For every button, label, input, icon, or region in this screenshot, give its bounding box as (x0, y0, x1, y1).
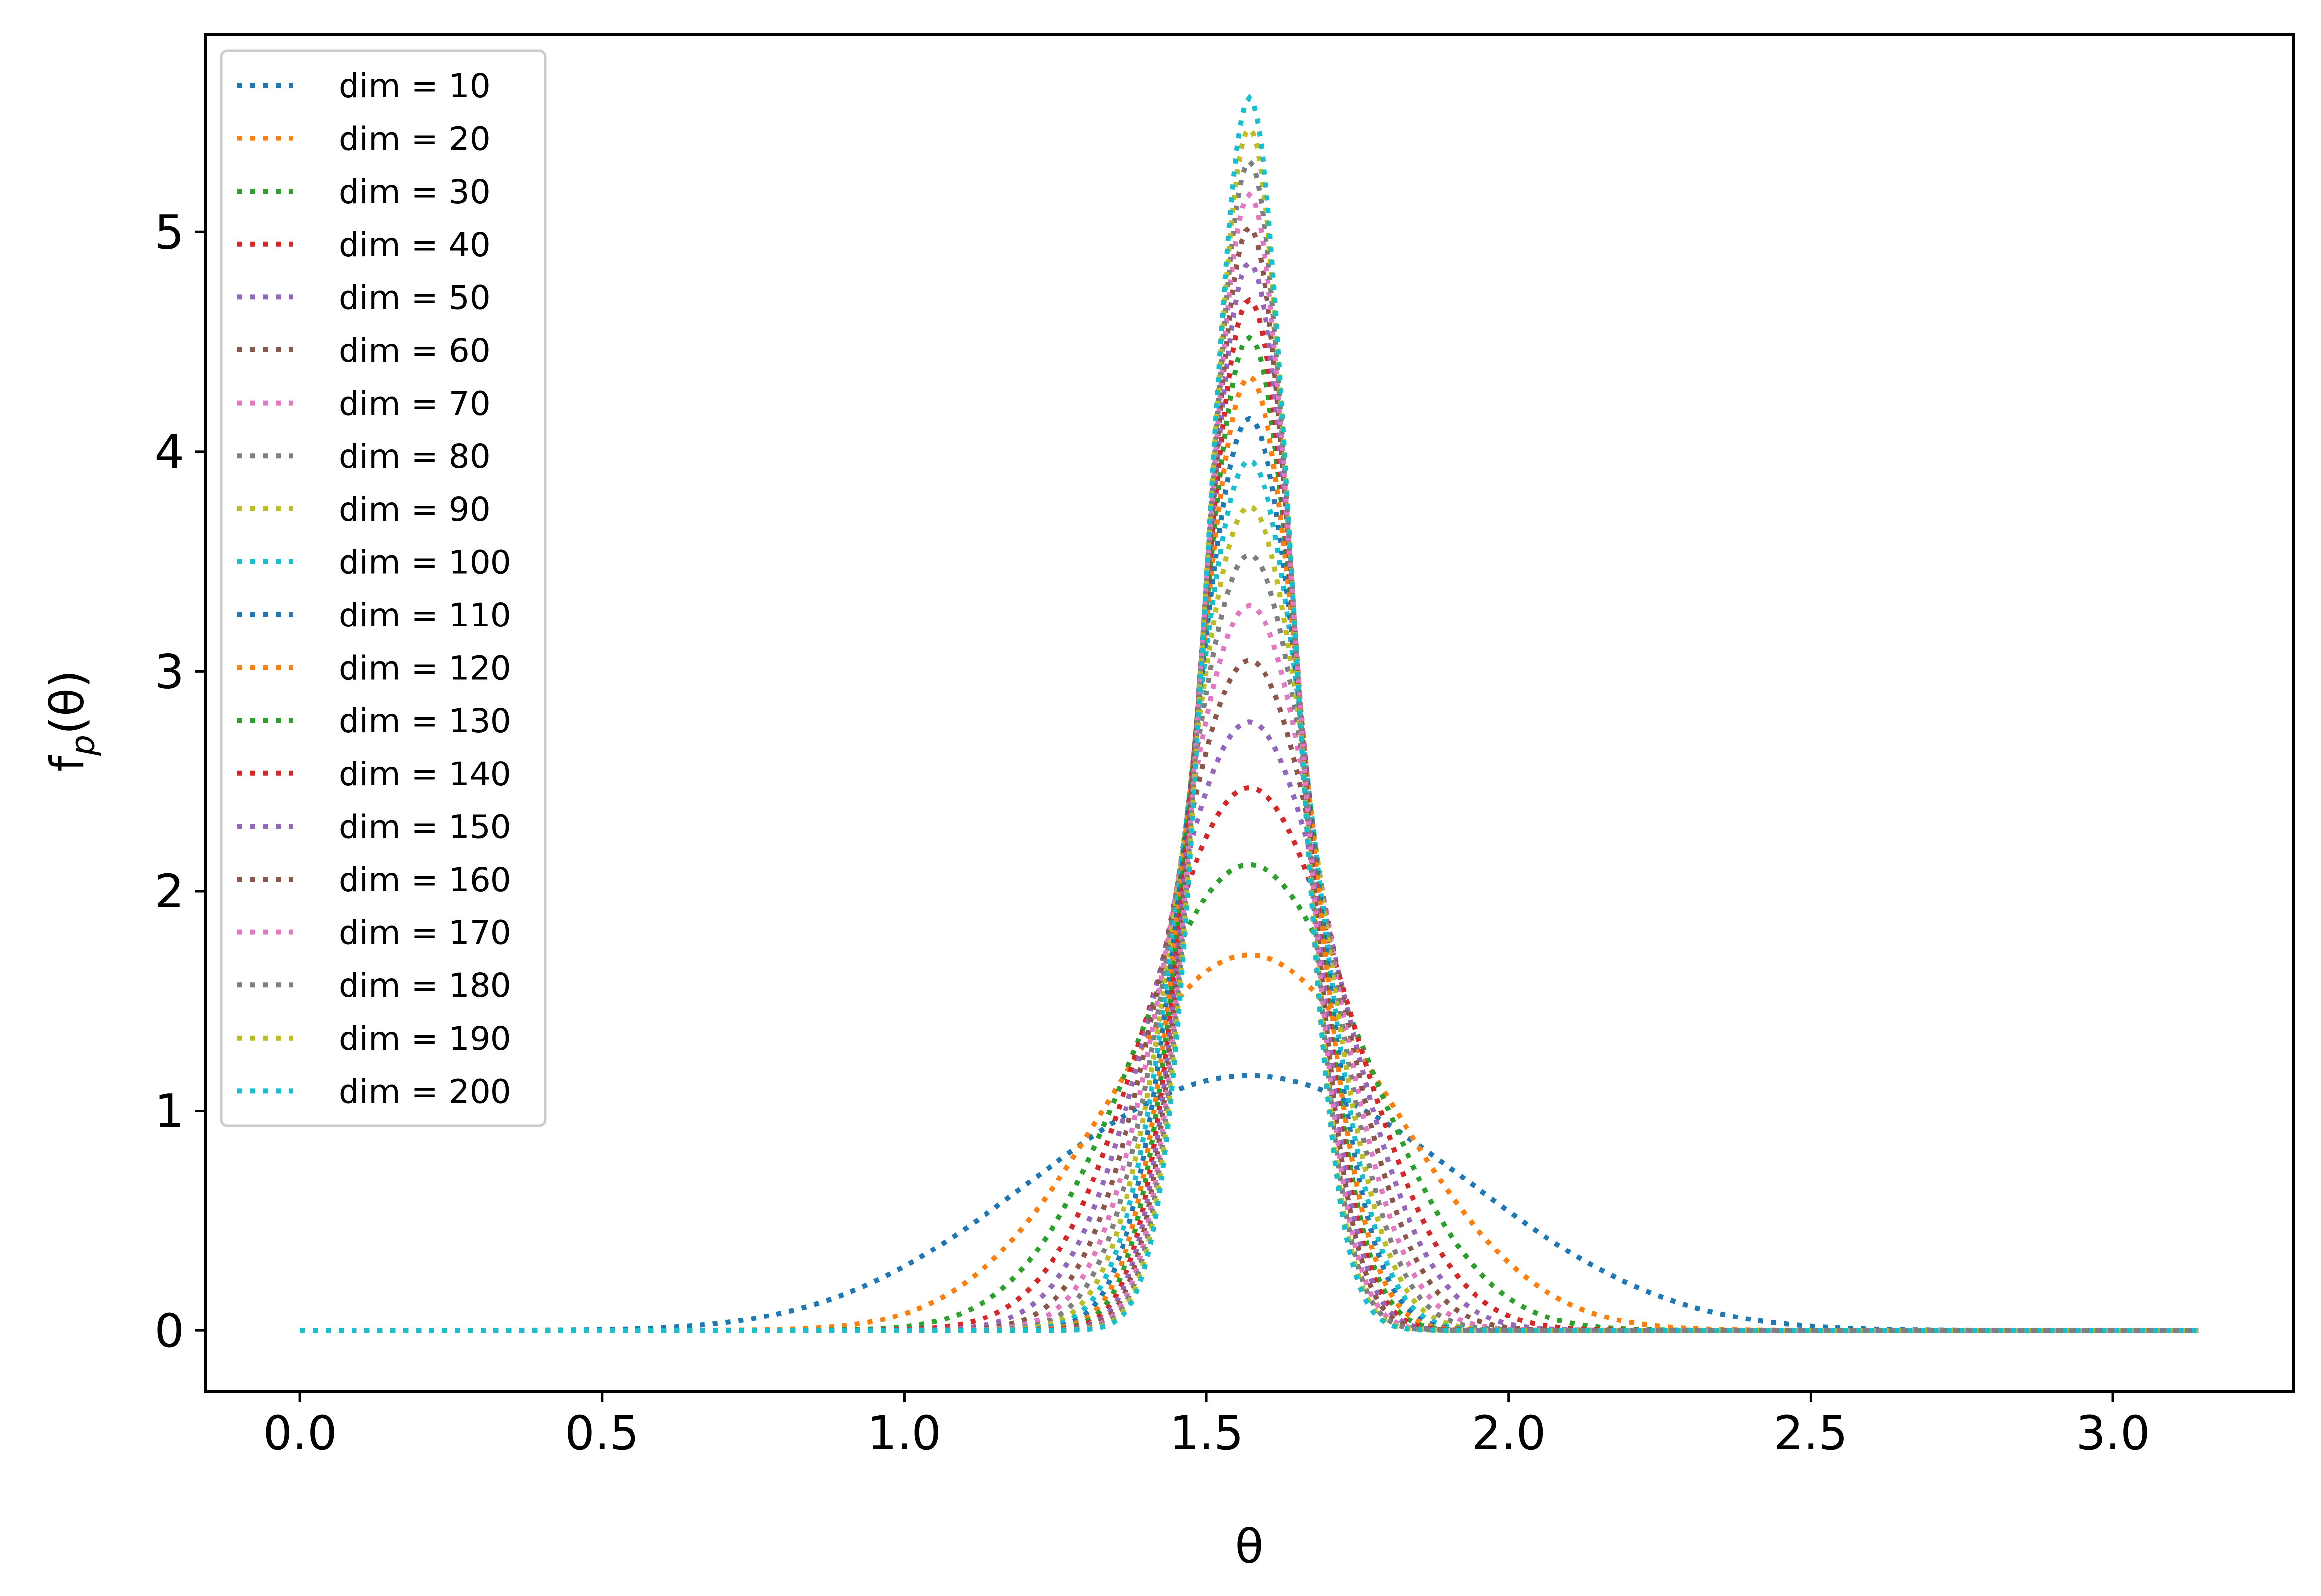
x-tick-label: 1.5 (1169, 1406, 1244, 1460)
legend-label: dim = 110 (339, 596, 511, 634)
series-layer (300, 94, 2199, 1333)
series-line (300, 719, 2199, 1333)
x-tick-label: 3.0 (2076, 1406, 2150, 1460)
legend-box (220, 49, 547, 1127)
y-tick-label: 4 (154, 425, 184, 480)
legend-label: dim = 100 (339, 543, 511, 581)
legend-label: dim = 70 (339, 385, 491, 423)
legend-label: dim = 190 (339, 1020, 511, 1058)
x-tick-label: 2.0 (1472, 1406, 1546, 1460)
legend-label: dim = 10 (339, 67, 491, 105)
series-line (300, 94, 2199, 1333)
legend-label: dim = 200 (339, 1072, 511, 1110)
x-axis-label: θ (1235, 1520, 1264, 1574)
x-tick-label: 1.0 (867, 1406, 942, 1460)
legend-label: dim = 150 (339, 808, 511, 846)
y-tick-label: 1 (154, 1085, 184, 1139)
series-line (300, 603, 2199, 1333)
legend-label: dim = 120 (339, 649, 511, 688)
x-tick-label: 2.5 (1774, 1406, 1848, 1460)
legend-label: dim = 130 (339, 702, 511, 740)
legend-label: dim = 90 (339, 490, 491, 529)
y-axis-label: fp(θ) (41, 670, 102, 772)
legend-label: dim = 80 (339, 437, 491, 476)
y-tick-label: 0 (154, 1304, 184, 1358)
series-line (300, 191, 2199, 1333)
y-tick-label: 2 (154, 865, 184, 919)
y-tick-label: 5 (154, 206, 184, 260)
legend-label: dim = 170 (339, 914, 511, 952)
x-axis-ticks: 0.0 0.5 1.0 1.5 2.0 2.5 3.0 (263, 1392, 2150, 1460)
series-line (300, 334, 2199, 1333)
legend-label: dim = 30 (339, 173, 491, 211)
legend-label: dim = 40 (339, 226, 491, 264)
x-tick-label: 0.0 (263, 1406, 337, 1460)
legend-label: dim = 20 (339, 120, 491, 158)
legend-label: dim = 160 (339, 861, 511, 899)
y-axis-ticks: 0 1 2 3 4 5 (154, 206, 205, 1358)
legend-label: dim = 180 (339, 967, 511, 1005)
legend-label: dim = 60 (339, 332, 491, 370)
plot-area-frame (204, 33, 2295, 1393)
y-tick-label: 3 (154, 645, 184, 699)
legend: dim = 10 dim = 20 dim = 30 dim = 40 dim = 50… (220, 49, 547, 1127)
legend-label: dim = 140 (339, 755, 511, 793)
legend-label: dim = 50 (339, 278, 491, 317)
x-tick-label: 0.5 (565, 1406, 639, 1460)
